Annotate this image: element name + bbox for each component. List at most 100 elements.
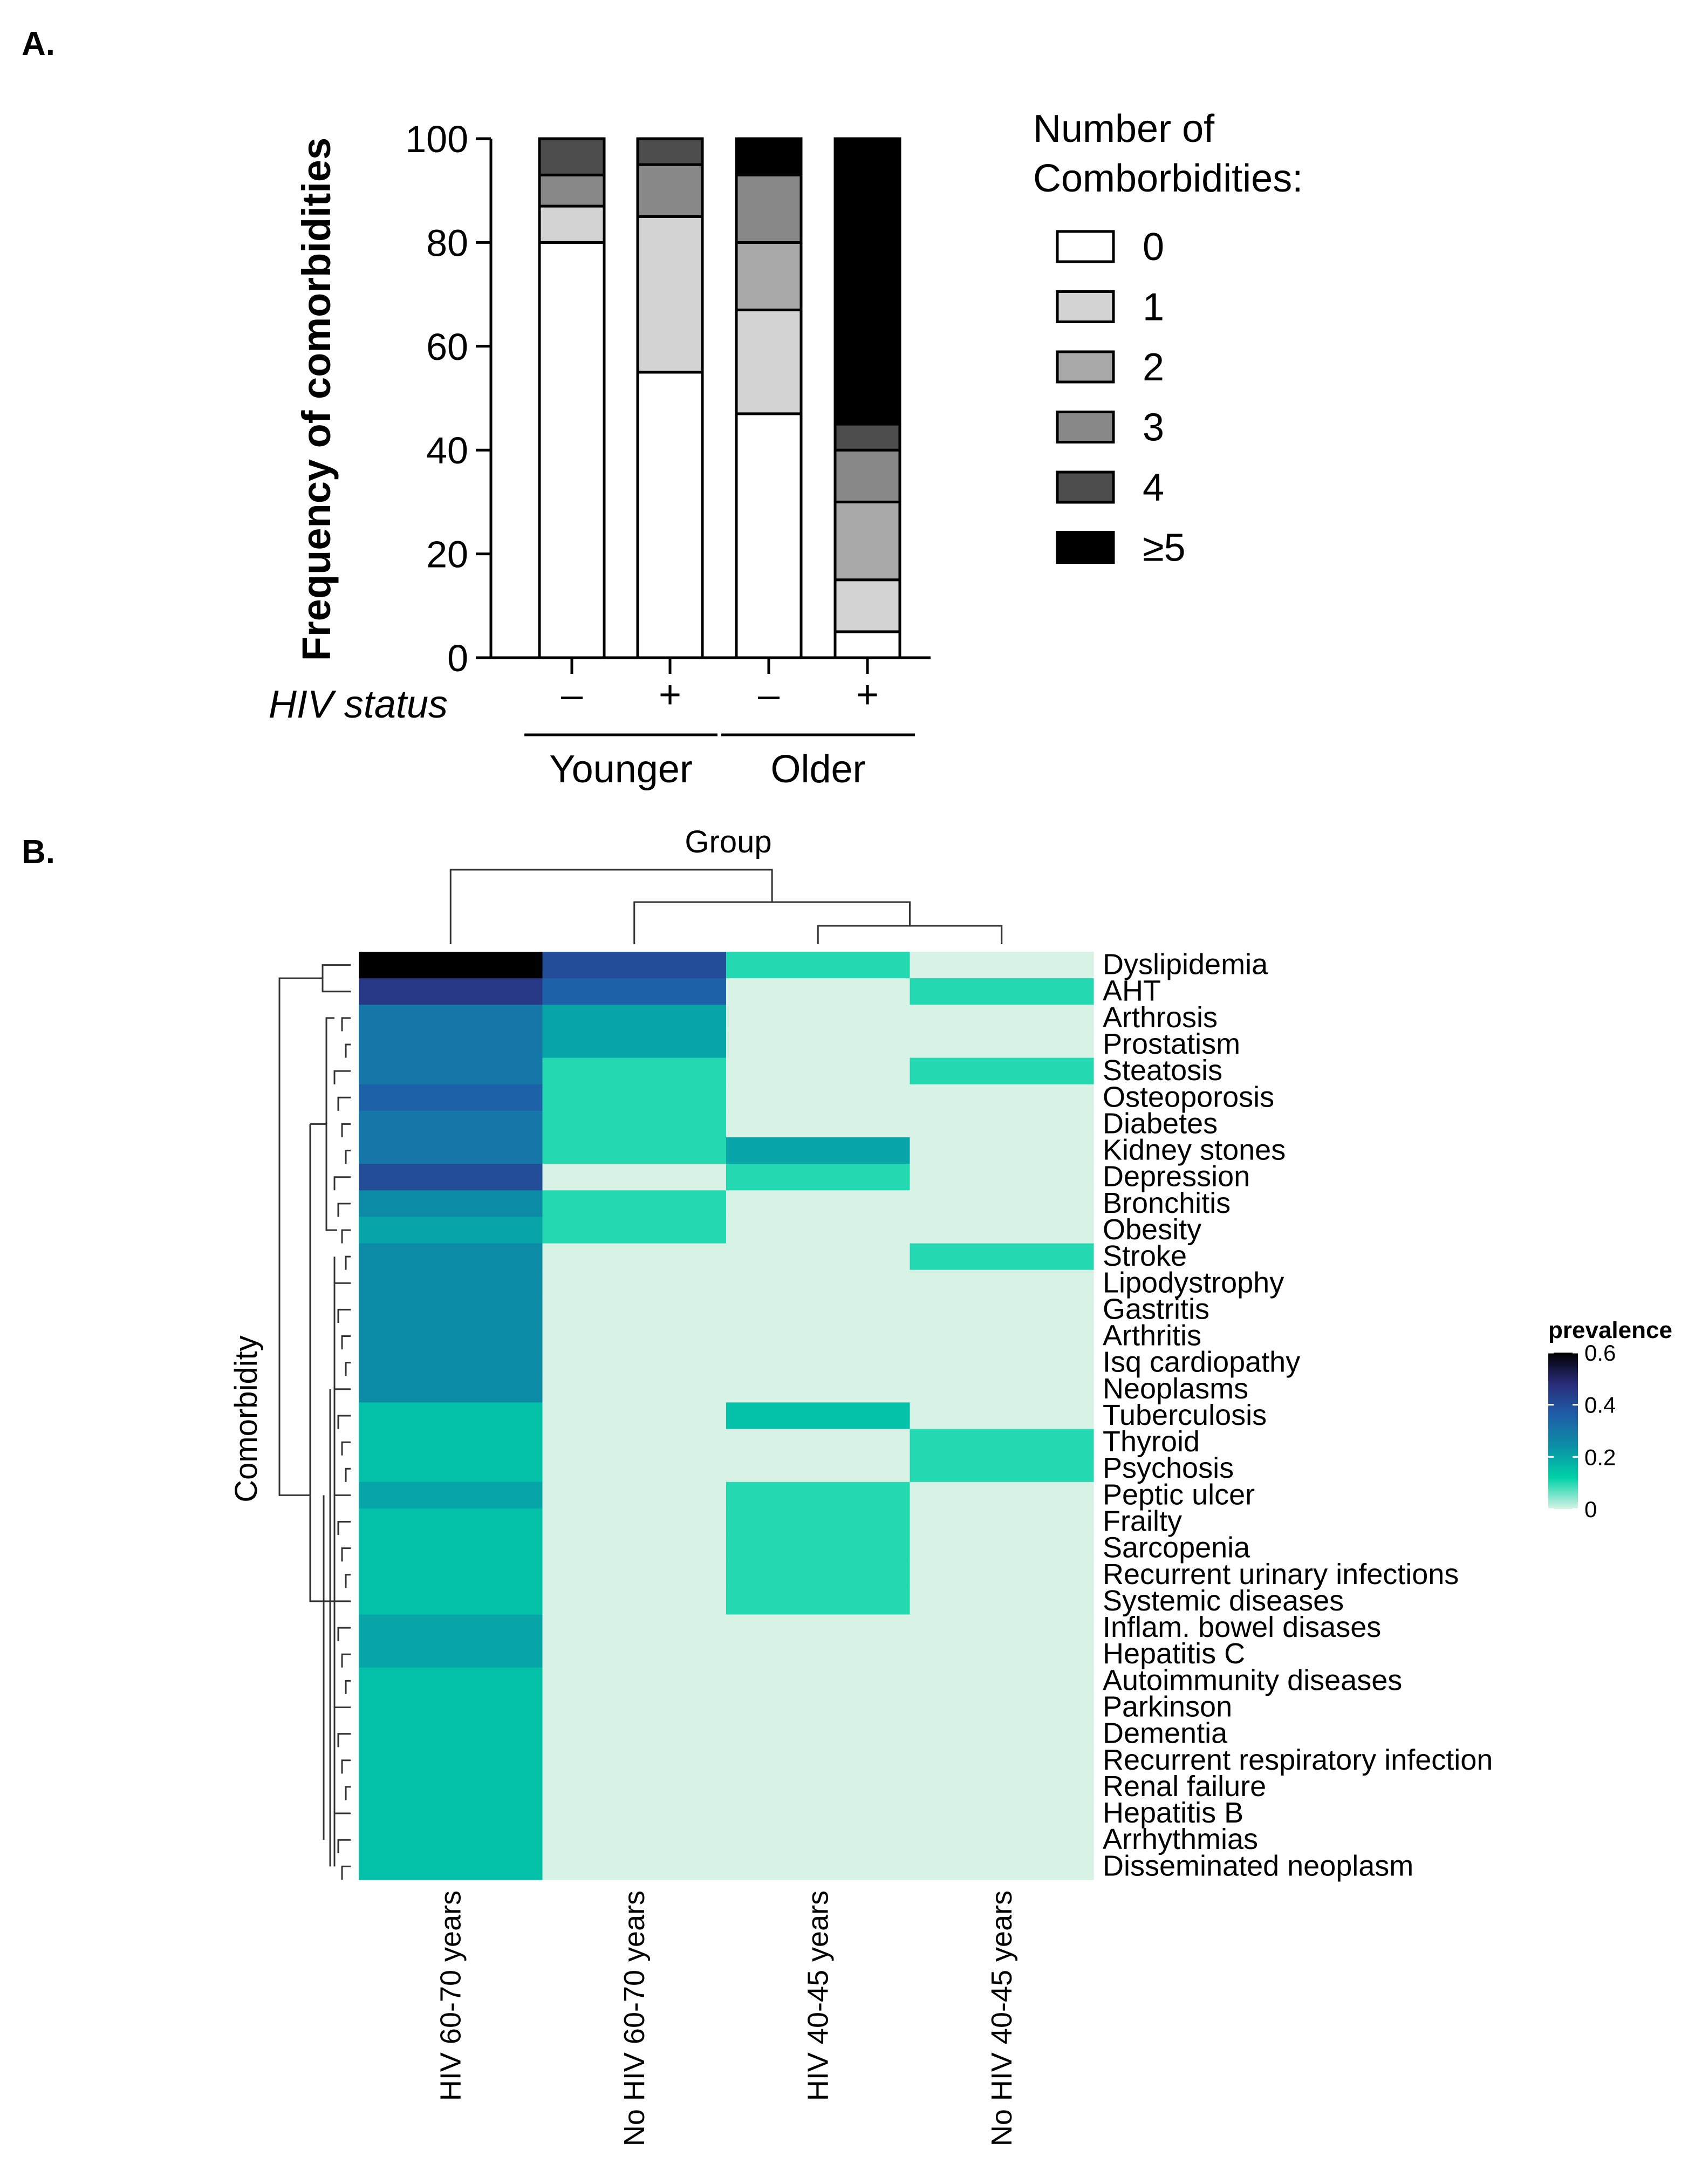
row-dendrogram-branch [337, 1627, 351, 1641]
heatmap-cell [542, 1190, 727, 1217]
heatmap-cell [910, 1694, 1094, 1721]
heatmap-cell [910, 1641, 1094, 1668]
bar-segment [538, 173, 606, 208]
heatmap-cell [910, 1588, 1094, 1615]
heatmap-cell [542, 1455, 727, 1483]
heatmap-cell [359, 1667, 543, 1695]
heatmap-cell [726, 1773, 911, 1801]
row-dendrogram-branch [337, 1308, 351, 1323]
column-dendrogram [449, 869, 1003, 944]
heatmap-title: Group [685, 824, 771, 859]
heatmap-cell [910, 1190, 1094, 1217]
bar-segment [735, 137, 803, 176]
heatmap-cell [359, 1031, 543, 1059]
heatmap-cell [542, 1376, 727, 1403]
column-dendrogram-branch [817, 925, 1003, 944]
heatmap-chart: Group Comorbidity DyslipidemiaAHTArthros… [229, 824, 1672, 2146]
hiv-status-value: + [856, 673, 879, 716]
heatmap-cell [542, 1826, 727, 1854]
row-dendrogram-branch [337, 1521, 351, 1535]
heatmap-cell [542, 1773, 727, 1801]
row-label: Stroke [1103, 1240, 1187, 1272]
row-dendrogram-branch [322, 964, 351, 993]
heatmap-cell [542, 1270, 727, 1297]
y-tick-label: 60 [426, 326, 468, 368]
heatmap-cell [542, 1508, 727, 1535]
heatmap-cell [910, 1667, 1094, 1695]
row-dendrogram-branch [341, 1865, 351, 1880]
heatmap-cell [910, 1164, 1094, 1191]
row-label: Kidney stones [1103, 1134, 1286, 1166]
row-label: Hepatitis B [1103, 1797, 1243, 1829]
heatmap-cell [726, 1270, 911, 1297]
hiv-status-value: – [758, 673, 780, 716]
bar-segment [538, 241, 606, 659]
heatmap-cell [542, 1031, 727, 1059]
legend-swatch [1056, 531, 1115, 564]
heatmap-cell [542, 1349, 727, 1376]
heatmap-cell [726, 1296, 911, 1323]
heatmap-cell [910, 952, 1094, 979]
heatmap-cell [359, 1270, 543, 1297]
y-tick-label: 100 [405, 118, 468, 160]
row-dendrogram-branch [341, 1759, 351, 1774]
heatmap-cell [359, 1376, 543, 1403]
heatmap-cell [359, 1217, 543, 1244]
row-dendrogram-branch [337, 1415, 351, 1429]
heatmap-cell [359, 1429, 543, 1456]
heatmap-cell [726, 1402, 911, 1430]
bar-legend: Number of Comborbidities: 0 1 2 3 4 ≥5 [1033, 107, 1303, 570]
bar-segment [833, 137, 901, 426]
heatmap-cell [359, 952, 543, 979]
bar-segment [735, 412, 803, 659]
row-label: Peptic ulcer [1103, 1478, 1255, 1511]
heatmap-cell [726, 1322, 911, 1350]
y-tick-label: 40 [426, 429, 468, 472]
column-dendrogram-branch [633, 901, 911, 944]
heatmap-cell [542, 1721, 727, 1748]
heatmap-cell [542, 1800, 727, 1827]
heatmap-cell [359, 1721, 543, 1748]
heatmap-cell [726, 1217, 911, 1244]
heatmap-cell [359, 1322, 543, 1350]
bar-segment [735, 173, 803, 244]
legend-title-line1: Number of [1033, 107, 1215, 151]
heatmap-cell [359, 1588, 543, 1615]
row-dendrogram-branch [341, 1547, 351, 1562]
row-label: AHT [1103, 975, 1161, 1007]
column-label: No HIV 40-45 years [986, 1890, 1018, 2146]
row-dendrogram-branch [345, 1468, 351, 1482]
bar-segment [833, 422, 901, 452]
heatmap-cell [910, 1031, 1094, 1059]
legend-entry: 3 [1143, 406, 1164, 449]
legend-entry: ≥5 [1143, 527, 1186, 570]
heatmap-cell [910, 1800, 1094, 1827]
row-label: Psychosis [1103, 1452, 1234, 1484]
row-label: Recurrent respiratory infection [1103, 1744, 1493, 1776]
heatmap-cell [726, 1826, 911, 1854]
heatmap-cell [542, 1667, 727, 1695]
row-dendrogram-branch [333, 1176, 351, 1191]
row-label: Depression [1103, 1161, 1250, 1193]
row-dendrogram-branch [333, 1706, 351, 1721]
row-dendrogram-branch [341, 1653, 351, 1668]
row-label: Systemic diseases [1103, 1585, 1344, 1617]
row-dendrogram-branch [309, 1124, 334, 1602]
heatmap-cell [726, 978, 911, 1005]
panel-a-label: A. [22, 25, 55, 63]
heatmap-cell [910, 1296, 1094, 1323]
heatmap-cell [359, 1349, 543, 1376]
row-label: Sarcopenia [1103, 1532, 1250, 1564]
colorbar-tick-label: 0.4 [1584, 1393, 1616, 1418]
heatmap-cell [542, 1322, 727, 1350]
row-dendrogram-branch [345, 1362, 351, 1376]
row-dendrogram-branch [341, 1335, 351, 1350]
heatmap-cell [910, 1721, 1094, 1748]
legend-entry: 0 [1143, 226, 1164, 269]
row-dendrogram-branch [333, 1600, 351, 1615]
heatmap-cell [910, 1561, 1094, 1588]
bar-segment [636, 371, 704, 659]
heatmap-cell [359, 1137, 543, 1164]
heatmap-cell [910, 1482, 1094, 1509]
hiv-status-value: – [561, 673, 583, 716]
